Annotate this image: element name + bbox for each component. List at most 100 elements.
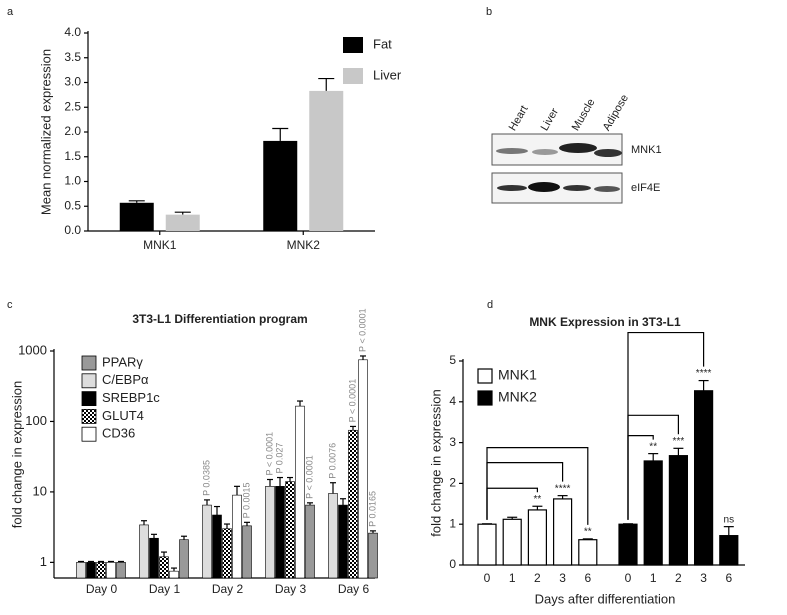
significance: *** — [673, 436, 685, 447]
bar — [202, 504, 212, 579]
y-tick-label: 2 — [449, 476, 456, 490]
bar — [106, 562, 116, 579]
panel-label: a — [7, 6, 14, 18]
bar — [242, 525, 252, 579]
legend-swatch — [477, 390, 493, 406]
bar — [309, 90, 344, 231]
chart-title: MNK Expression in 3T3-L1 — [529, 315, 681, 329]
y-tick-label: 0.5 — [64, 198, 81, 212]
bar — [76, 562, 86, 579]
bar — [502, 518, 522, 566]
y-axis-label: Mean normalized expression — [38, 49, 53, 215]
bar — [338, 504, 348, 579]
y-tick-label: 0.0 — [64, 223, 81, 237]
panel-label: b — [486, 6, 492, 18]
bar — [96, 562, 106, 579]
legend-label: PPARγ — [102, 354, 143, 369]
x-tick-label: 6 — [584, 571, 591, 585]
bar — [165, 214, 200, 231]
legend-swatch — [81, 373, 97, 389]
significance: ** — [584, 527, 592, 538]
bar — [119, 202, 154, 231]
p-value: P 0.0165 — [367, 491, 377, 527]
bar — [285, 481, 295, 579]
legend-swatch — [343, 68, 363, 84]
bar — [668, 455, 689, 566]
x-tick-label: 1 — [650, 571, 657, 585]
bar — [139, 524, 149, 579]
y-tick-label: 3.5 — [64, 50, 81, 64]
x-tick-label: 3 — [559, 571, 566, 585]
legend-label: MNK1 — [498, 367, 537, 383]
x-tick-label: Day 1 — [149, 582, 181, 596]
x-tick-label: 3 — [700, 571, 707, 585]
legend-label: C/EBPα — [102, 372, 149, 387]
bar — [116, 562, 126, 579]
y-tick-label: 2.5 — [64, 99, 81, 113]
y-tick-label: 2.0 — [64, 124, 81, 138]
bar — [348, 429, 358, 579]
x-tick-label: 1 — [509, 571, 516, 585]
bar — [358, 359, 368, 579]
legend-label: MNK2 — [498, 389, 537, 405]
y-tick-label: 4 — [449, 394, 456, 408]
bar — [477, 523, 497, 566]
bar — [618, 523, 638, 566]
x-tick-label: 2 — [534, 571, 541, 585]
bar — [179, 539, 189, 579]
significance: ns — [724, 514, 735, 525]
lane-label: Muscle — [570, 97, 598, 133]
bar — [368, 532, 378, 579]
p-value: P 0.027 — [274, 443, 284, 474]
x-tick-label: MNK1 — [143, 238, 177, 252]
p-value: P < 0.0001 — [347, 379, 357, 423]
bar — [159, 556, 169, 579]
y-axis-label: fold change in expression — [428, 389, 443, 536]
legend-label: GLUT4 — [102, 408, 144, 423]
y-tick-label: 5 — [449, 353, 456, 367]
legend-swatch — [81, 391, 97, 407]
legend-label: SREBP1c — [102, 390, 160, 405]
p-value: P 0.0385 — [201, 460, 211, 496]
y-tick-label: 1000 — [18, 342, 47, 357]
legend-swatch — [477, 368, 493, 384]
bar — [643, 460, 663, 566]
x-tick-label: Day 6 — [338, 582, 370, 596]
western-blot: Heart Liver Muscle Adipose MNK1 eIF4E — [491, 93, 662, 204]
significance: **** — [555, 483, 571, 494]
bar — [265, 486, 275, 579]
bar — [552, 498, 573, 566]
panel-label: d — [487, 299, 493, 311]
bar — [212, 514, 222, 579]
bar — [232, 494, 242, 579]
x-tick-label: 0 — [625, 571, 632, 585]
comparison-bracket — [486, 462, 564, 520]
legend-swatch — [81, 408, 97, 424]
bar — [305, 504, 315, 579]
legend-label: CD36 — [102, 426, 135, 441]
legend-label: Fat — [373, 36, 392, 51]
p-value: P < 0.0001 — [264, 432, 274, 476]
x-tick-label: 6 — [725, 571, 732, 585]
y-tick-label: 1.5 — [64, 149, 81, 163]
lane-label: Heart — [507, 104, 531, 133]
x-tick-label: Day 3 — [275, 582, 307, 596]
p-value: P < 0.0001 — [357, 308, 367, 352]
bar — [527, 509, 548, 566]
bar — [275, 486, 285, 579]
row-label: eIF4E — [631, 182, 660, 194]
bar — [222, 528, 232, 579]
bar — [693, 390, 714, 566]
x-tick-label: 2 — [675, 571, 682, 585]
x-tick-label: Day 2 — [212, 582, 244, 596]
comparison-bracket — [486, 447, 589, 525]
y-tick-label: 1 — [449, 516, 456, 530]
bar — [719, 535, 739, 566]
bar — [578, 539, 598, 566]
panel-label: c — [7, 299, 13, 311]
p-value: P 0.0015 — [241, 482, 251, 518]
y-tick-label: 4.0 — [64, 25, 81, 39]
significance: **** — [696, 368, 712, 379]
lane-label: Adipose — [601, 93, 631, 133]
